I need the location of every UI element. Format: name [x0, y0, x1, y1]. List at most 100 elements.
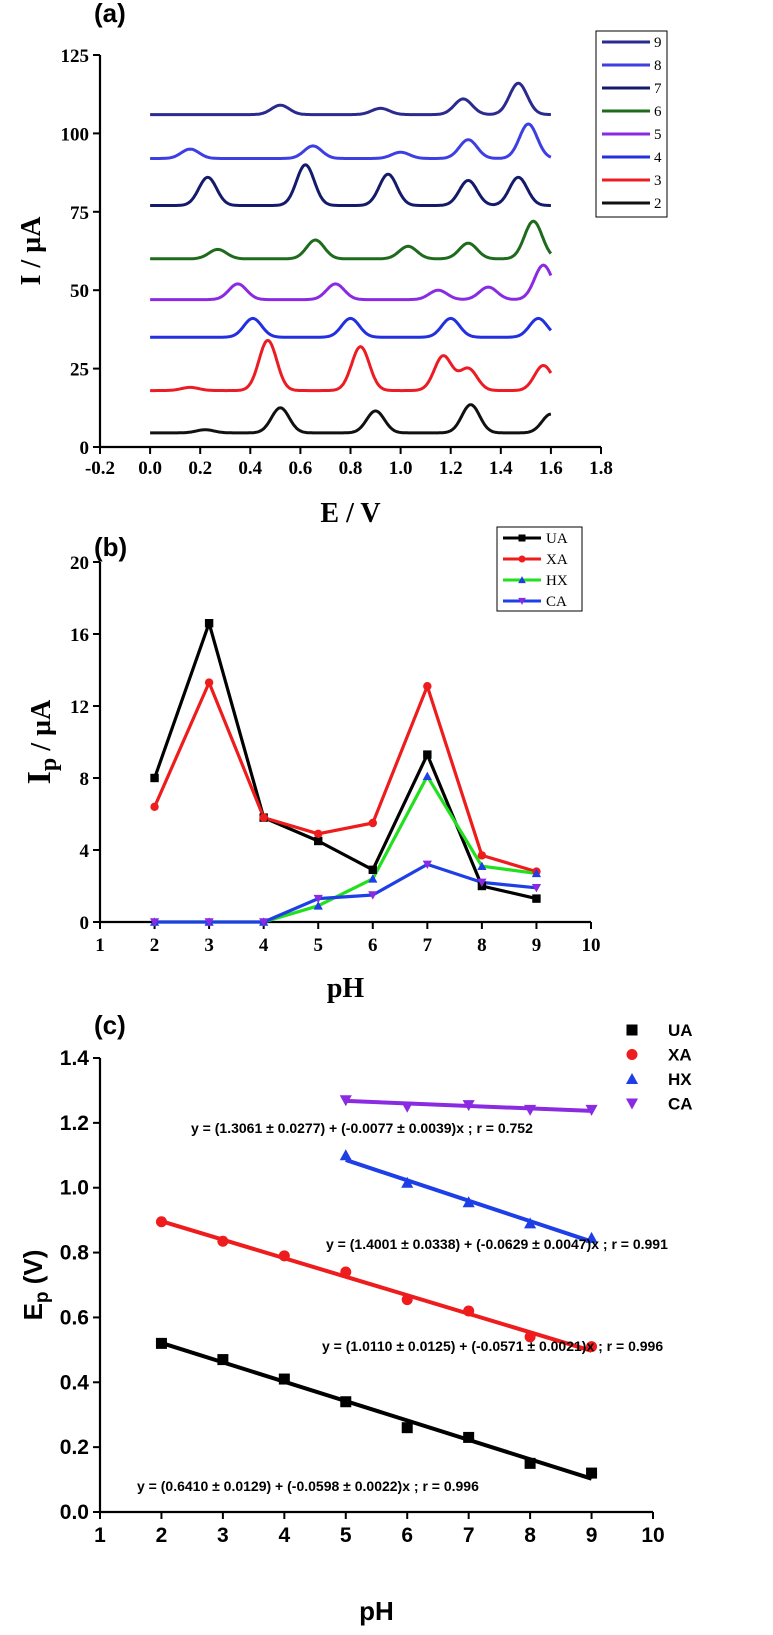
data-point-XA	[524, 1331, 536, 1343]
legend-label-UA: UA	[546, 531, 568, 547]
x-tick-label: 8	[477, 935, 487, 956]
legend-c: UA XA HX CA	[625, 1021, 693, 1114]
legend-label-6: 6	[654, 104, 662, 120]
data-point-XA	[477, 851, 487, 860]
data-point-CA	[339, 1095, 352, 1107]
x-tick-label: 4	[278, 1524, 290, 1547]
x-tick-label: 10	[582, 935, 601, 956]
data-point-XA	[314, 829, 323, 838]
y-tick-label: 50	[70, 281, 89, 302]
x-tick-label: 5	[340, 1524, 352, 1547]
legend-label-4: 4	[654, 150, 662, 166]
data-point-UA	[368, 865, 377, 874]
data-point-UA	[340, 1396, 352, 1408]
x-tick-label: 5	[313, 935, 323, 956]
y-tick-label: 12	[70, 697, 89, 718]
x-axis-title: pH	[327, 973, 365, 1004]
data-point-CA	[368, 891, 378, 900]
fit-line-XA	[160, 1219, 593, 1353]
voltammogram-2	[149, 403, 552, 435]
data-point-UA	[586, 1467, 598, 1479]
data-point-HX	[401, 1176, 414, 1188]
y-tick-label: 20	[70, 553, 89, 574]
data-point-UA	[532, 894, 541, 903]
voltammogram-7	[149, 163, 552, 207]
y-axis-title: Ep (V)	[18, 1250, 53, 1321]
legend-label-HX: HX	[546, 573, 568, 589]
data-point-CA	[313, 894, 323, 904]
x-tick-label: 10	[641, 1524, 664, 1547]
data-point-UA	[401, 1422, 413, 1434]
legend-marker-HX	[625, 1072, 639, 1084]
x-axis-title: E / V	[320, 498, 380, 529]
data-point-HX	[422, 771, 432, 780]
panel-label-a: (a)	[94, 0, 126, 28]
legend-a: 9 8 7 6 5 4 3 2	[595, 30, 668, 218]
data-point-XA	[204, 678, 214, 687]
data-point-XA	[368, 818, 377, 828]
data-point-HX	[477, 861, 487, 870]
data-point-CA	[477, 878, 487, 888]
legend-label-8: 8	[654, 58, 662, 74]
y-tick-label: 100	[61, 124, 90, 145]
y-axis-title: I / µA	[16, 216, 47, 286]
fit-equation-HX: y = (1.4001 ± 0.0338) + (-0.0629 ± 0.004…	[326, 1236, 668, 1252]
y-tick-label: 1.2	[60, 1112, 89, 1135]
data-point-CA	[462, 1100, 475, 1112]
data-point-XA	[423, 682, 432, 691]
voltammogram-3	[149, 338, 553, 393]
data-point-CA	[204, 918, 214, 927]
data-point-UA	[155, 1337, 167, 1349]
panel-a: (a)-0.2 0.0 0.2 0.4 0.6 0.8 1.0 1.2 1.4 1.6 1.8025…	[16, 0, 668, 529]
fit-equation-XA: y = (1.0110 ± 0.0125) + (-0.0571 ± 0.002…	[322, 1338, 663, 1354]
data-point-XA	[401, 1294, 413, 1306]
y-tick-label: 0.6	[60, 1306, 89, 1329]
data-point-HX	[339, 1149, 352, 1161]
y-tick-label: 1.4	[60, 1047, 90, 1070]
voltammogram-8	[149, 122, 552, 160]
legend-label-3: 3	[654, 173, 662, 189]
x-tick-label: 9	[532, 935, 542, 956]
data-point-CA	[531, 884, 542, 893]
data-point-HX	[524, 1217, 537, 1229]
data-point-HX	[368, 874, 378, 883]
data-point-XA	[259, 813, 268, 822]
legend-label-CA: CA	[546, 594, 567, 610]
data-point-UA	[217, 1354, 229, 1366]
data-point-XA	[463, 1305, 475, 1317]
x-tick-label: 0.2	[188, 458, 212, 479]
legend-marker-HX	[518, 576, 526, 584]
y-tick-label: 25	[70, 360, 89, 381]
y-tick-label: 8	[80, 769, 90, 790]
x-tick-label: 0.6	[289, 458, 313, 479]
x-tick-label: 6	[401, 1524, 413, 1547]
x-tick-label: 0.0	[138, 458, 162, 479]
legend-label-HX: HX	[668, 1070, 692, 1089]
data-point-CA	[524, 1104, 537, 1116]
x-tick-label: 3	[217, 1524, 229, 1547]
x-tick-label: 4	[259, 935, 269, 956]
legend-marker-UA	[518, 534, 526, 542]
y-tick-label: 1.0	[60, 1177, 89, 1200]
x-tick-label: 2	[150, 935, 160, 956]
fit-line-UA	[160, 1341, 593, 1481]
legend-label-XA: XA	[546, 552, 568, 568]
series-line-XA	[153, 680, 537, 874]
x-tick-label: 1.0	[389, 458, 413, 479]
x-tick-label: 1	[95, 935, 105, 956]
legend-label-UA: UA	[668, 1021, 693, 1040]
legend-marker-CA	[625, 1098, 639, 1110]
y-tick-label: 0	[80, 913, 90, 934]
x-tick-label: 2	[156, 1524, 168, 1547]
y-tick-label: 0.2	[60, 1436, 89, 1459]
data-point-UA	[278, 1373, 290, 1385]
legend-label-CA: CA	[668, 1095, 693, 1114]
x-axis-title: pH	[359, 1596, 394, 1626]
x-tick-label: 1.4	[489, 458, 513, 479]
x-tick-label: 1.2	[439, 458, 463, 479]
data-point-XA	[586, 1341, 598, 1353]
data-point-UA	[204, 619, 214, 628]
voltammogram-4	[149, 316, 552, 339]
x-tick-label: 8	[524, 1524, 536, 1547]
legend-label-9: 9	[654, 35, 662, 51]
